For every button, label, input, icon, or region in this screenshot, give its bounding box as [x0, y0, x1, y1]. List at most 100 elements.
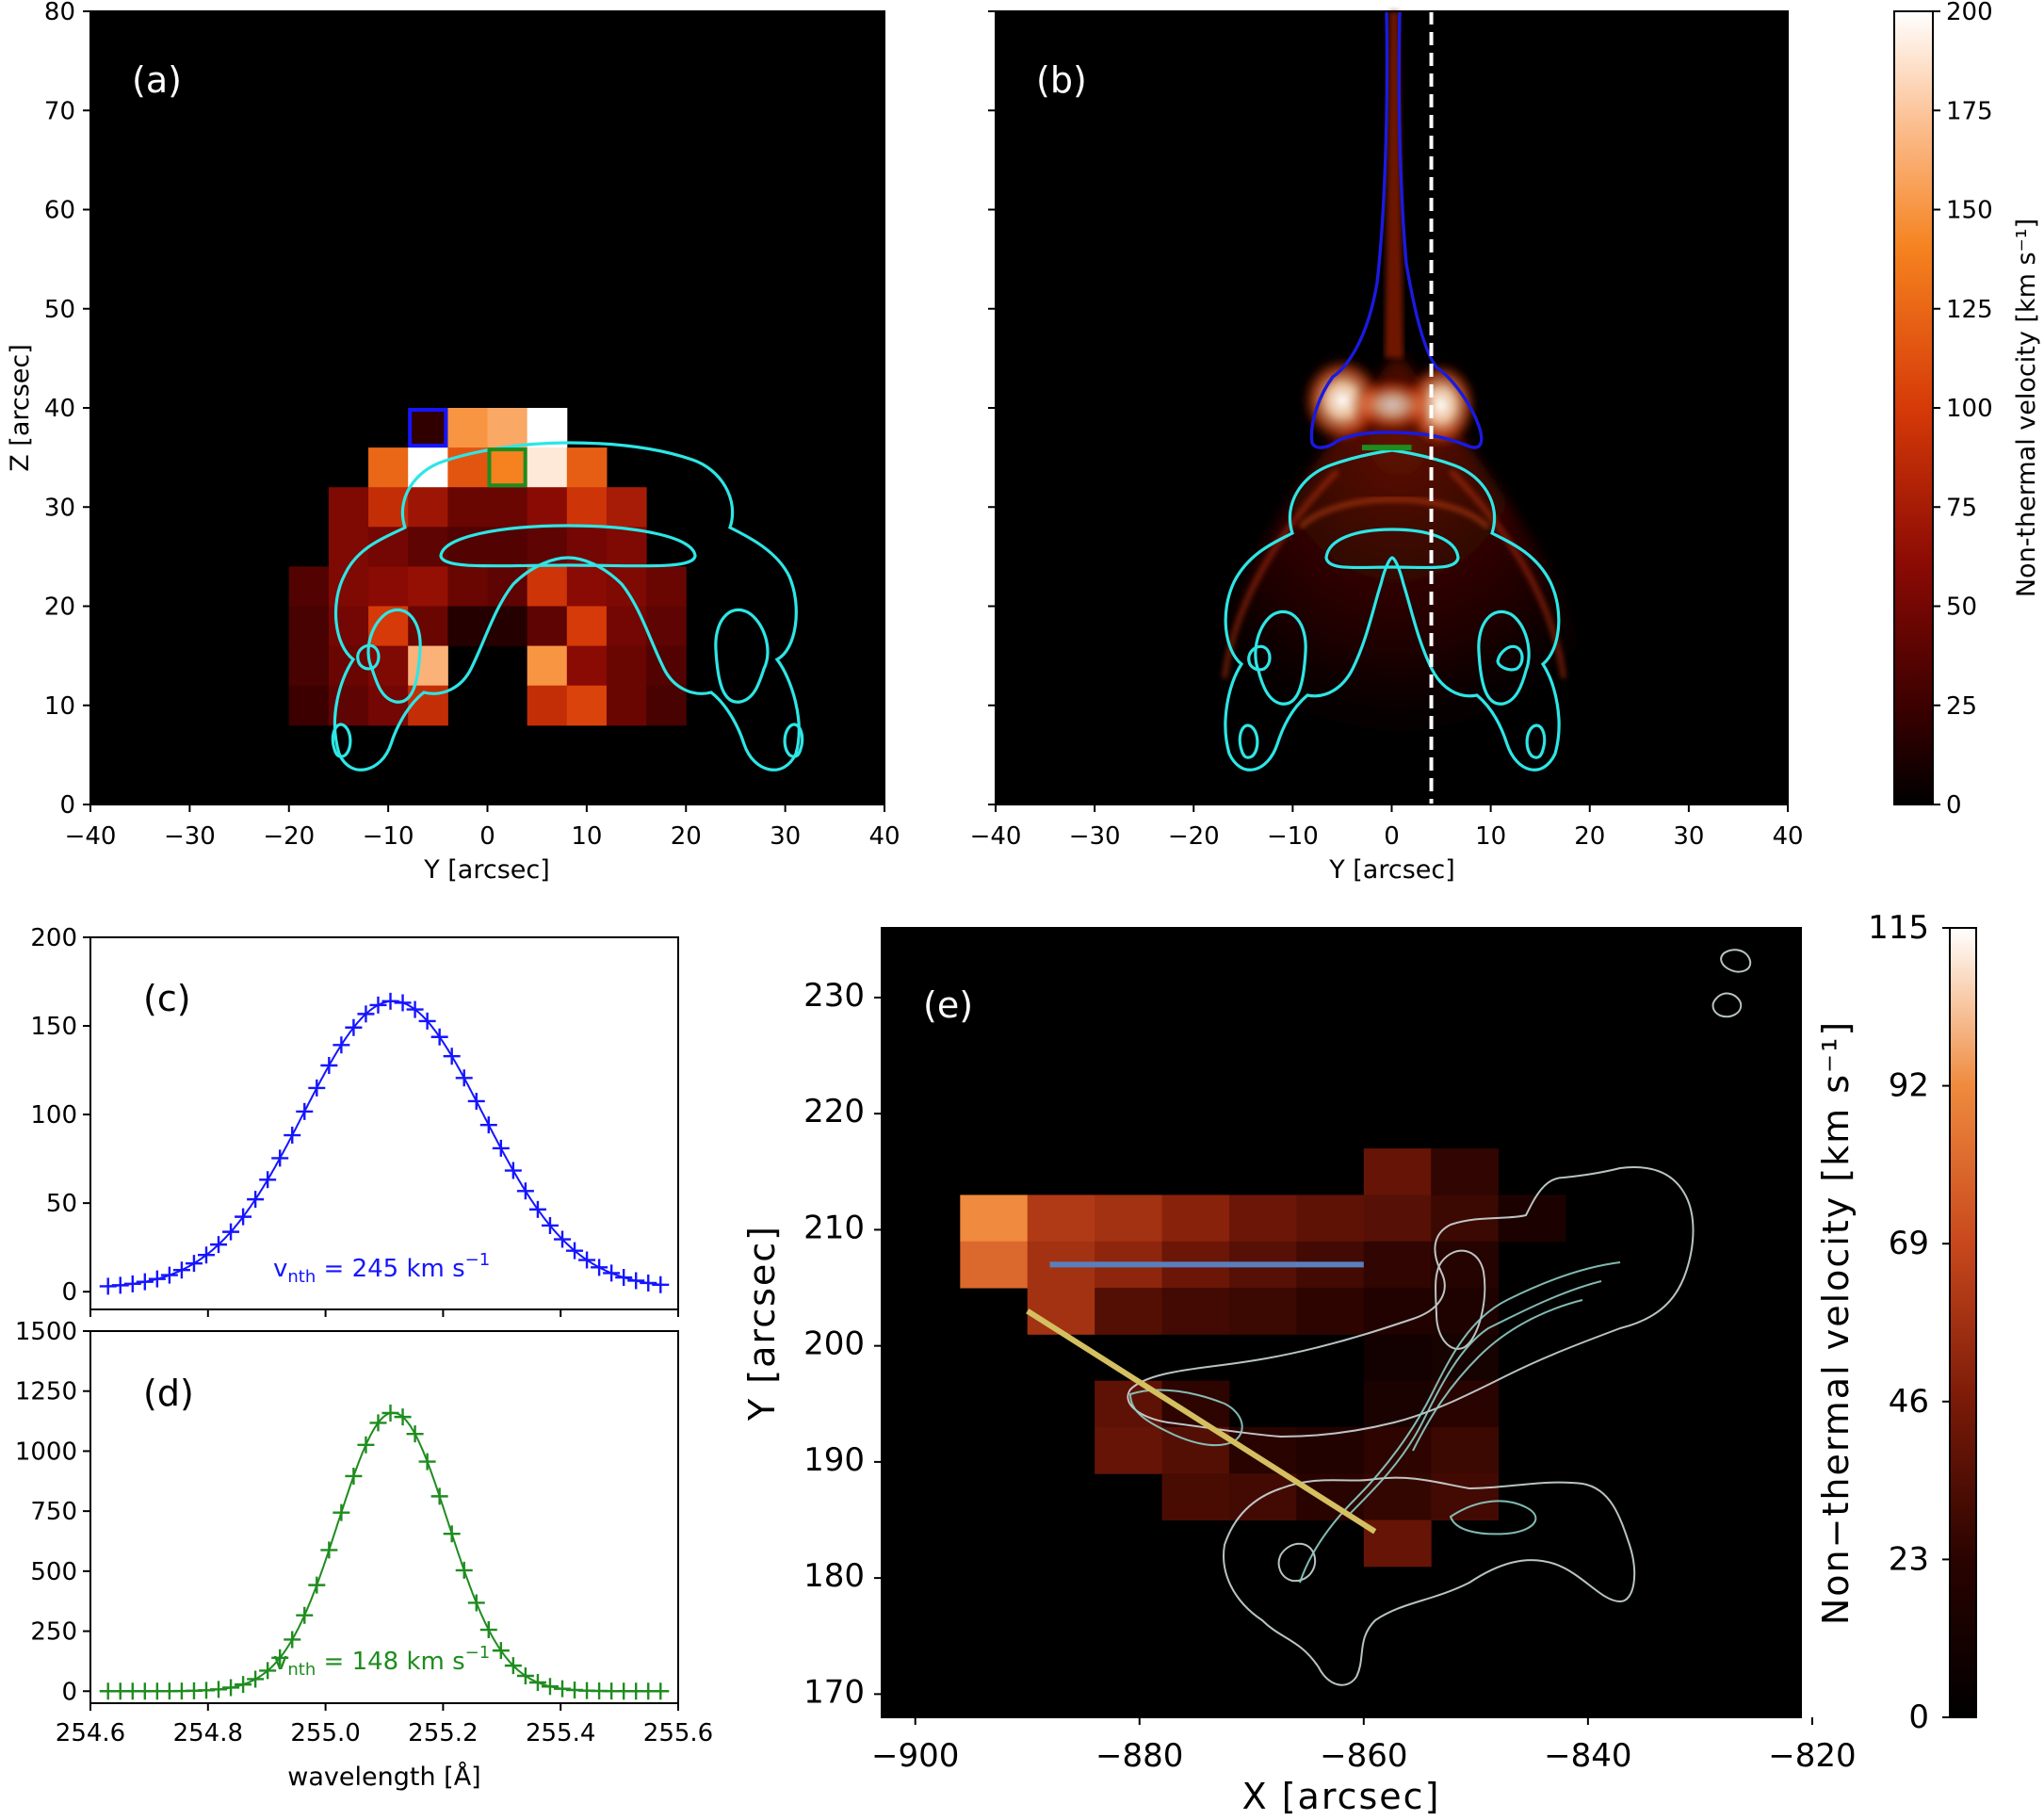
contour-left-knot [366, 608, 422, 704]
x-tick-label: 20 [1574, 822, 1605, 851]
b-contour-outer-arch [1224, 448, 1561, 772]
e-contour-ribbon3 [1412, 1299, 1583, 1452]
panel-d-annotation: vnth = 148 km s−1 [273, 1643, 490, 1680]
data-point [222, 1679, 240, 1697]
heatmap-cell [368, 527, 409, 567]
heatmap-cell [1363, 1519, 1432, 1568]
panel-c-annotation-exponent: −1 [465, 1250, 491, 1270]
data-point [369, 1414, 387, 1432]
heatmap-cell [566, 487, 608, 528]
x-tick-label: −10 [1267, 822, 1319, 851]
x-tick-label: −900 [871, 1737, 959, 1775]
heatmap-cell [527, 606, 568, 647]
panel-e-frame [881, 927, 1802, 1718]
panel-d-frame-bg [90, 1331, 678, 1703]
heatmap-cell [487, 606, 528, 647]
heatmap-cell [527, 645, 568, 687]
panel-d-annotation-text: = 148 km s [316, 1648, 464, 1676]
panel-d-label: (d) [143, 1373, 194, 1414]
colorbar-tick-label: 50 [1946, 593, 1977, 622]
heatmap-cell [527, 566, 568, 607]
y-tick-label: 0 [61, 1678, 77, 1706]
colorbar-tick-label: 115 [1868, 909, 1929, 947]
x-tick-label: 30 [1673, 822, 1704, 851]
emission-arch-mid [1298, 496, 1490, 529]
panel-d-frame [89, 1330, 679, 1704]
heatmap-cell [1228, 1288, 1297, 1335]
data-point [333, 1036, 350, 1054]
heatmap-cell [527, 447, 568, 488]
y-tick-label: 220 [803, 1093, 865, 1130]
b-contour-left-knot-inner [1247, 644, 1272, 672]
heatmap-cell [408, 606, 448, 647]
data-point [284, 1127, 301, 1145]
panel-c-frame-bg [90, 937, 678, 1309]
y-tick-label: 750 [30, 1498, 77, 1526]
data-point [345, 1467, 363, 1485]
data-point [443, 1525, 461, 1543]
data-point [123, 1275, 141, 1292]
x-tick-label: −840 [1544, 1737, 1631, 1775]
e-contour-ribbon1 [1299, 1261, 1621, 1584]
heatmap-cell [1228, 1194, 1297, 1243]
data-point [381, 992, 399, 1010]
heatmap-cell [1095, 1426, 1163, 1474]
heatmap-cell [1363, 1194, 1432, 1243]
heatmap-cell [408, 487, 448, 528]
panel-c-annotation-symbol: v [273, 1255, 287, 1283]
data-point [554, 1230, 572, 1248]
data-point [357, 1005, 375, 1023]
x-tick-label: 255.0 [290, 1719, 360, 1747]
x-tick-label: 255.4 [526, 1719, 595, 1747]
y-tick-label: 1500 [15, 1318, 77, 1346]
data-point [210, 1236, 228, 1254]
x-tick-label: −820 [1768, 1737, 1856, 1775]
data-point [566, 1242, 584, 1259]
b-contour-right-knot-inner [1496, 644, 1524, 672]
data-point [259, 1662, 277, 1680]
y-tick-label: 1250 [15, 1378, 77, 1406]
panel-a-boxes [408, 408, 527, 488]
panel-c-fit-line [107, 999, 661, 1288]
y-tick-label: 230 [803, 977, 865, 1015]
data-point [615, 1269, 633, 1287]
y-tick-label: 150 [30, 1013, 77, 1041]
data-point [160, 1266, 178, 1284]
heatmap-cell [288, 606, 330, 647]
y-tick-label: 0 [61, 1278, 77, 1307]
data-point [296, 1102, 314, 1120]
heatmap-cell [1161, 1473, 1230, 1520]
panel-c-frame [89, 936, 679, 1310]
data-point [369, 996, 387, 1014]
y-tick-label: 1000 [15, 1438, 77, 1466]
data-point [111, 1276, 129, 1294]
x-tick-label: 0 [479, 822, 495, 851]
panel-e-contours-outer [1127, 949, 1752, 1686]
heatmap-cell [606, 527, 647, 567]
data-point [479, 1116, 497, 1134]
data-point [222, 1223, 240, 1241]
y-tick-label: 500 [30, 1558, 77, 1586]
data-point [247, 1670, 265, 1688]
heatmap-cell [1095, 1194, 1163, 1243]
highlight-box [408, 408, 448, 448]
data-point [172, 1261, 190, 1279]
panel-d-data-points [99, 1405, 670, 1700]
colorbar-tick-label: 100 [1946, 395, 1993, 423]
data-point [381, 1405, 399, 1422]
panel-c-label: (c) [143, 978, 191, 1019]
panel-e-ylabel: Y [arcsec] [741, 1225, 783, 1422]
heatmap-cell [960, 1194, 1029, 1243]
y-tick-label: 30 [44, 494, 75, 522]
e-contour-knot [1435, 1249, 1486, 1350]
b-contour-left-foot [1238, 723, 1259, 759]
x-tick-label: 40 [868, 822, 900, 851]
data-point [467, 1092, 485, 1110]
contour-left-foot [331, 723, 352, 758]
data-point [345, 1018, 363, 1036]
x-tick-label: 254.6 [56, 1719, 125, 1747]
heatmap-cell [487, 527, 528, 567]
colorbar-tick-label: 0 [1946, 791, 1962, 820]
emission-cusp-centre [1350, 377, 1435, 433]
panel-d-x-ticks: 254.6 254.8 255.0 255.2 255.4 255.6 [56, 1703, 713, 1747]
